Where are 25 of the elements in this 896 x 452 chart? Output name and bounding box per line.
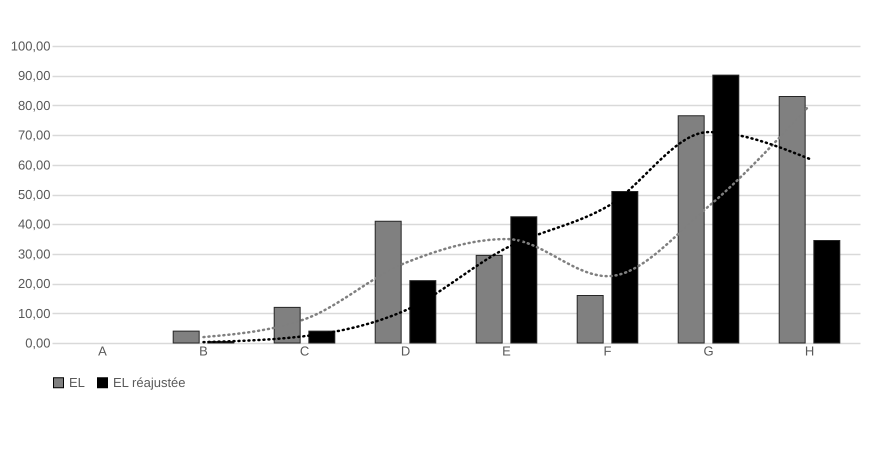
x-tick-label: E [502,344,512,358]
y-tick-label: 80,00 [18,98,50,113]
legend-label: EL [69,374,85,390]
x-tick-label: A [98,344,108,358]
x-tick-label: D [400,344,410,358]
bar [476,254,503,344]
y-tick-label: 0,00 [25,336,50,350]
y-tick-label: 40,00 [18,216,50,232]
y-tick-label: 90,00 [18,68,50,84]
y-tick-label: 20,00 [18,276,50,292]
x-tick-label: F [604,344,612,358]
legend-label: EL réajustée [113,374,186,390]
x-tick-label: B [199,344,208,358]
y-tick-label: 60,00 [18,157,50,172]
y-tick-label: 50,00 [18,187,50,202]
bar [172,330,200,344]
x-tick-label: H [804,344,814,358]
y-tick-label: 10,00 [18,306,50,321]
x-tick-label: G [703,344,714,358]
y-tick-label: 30,00 [18,246,50,262]
y-tick-label: 70,00 [18,128,50,143]
bar [813,240,840,344]
bar [576,294,604,344]
y-tick-label: 100,00 [10,38,50,54]
x-tick-label: C [300,344,310,358]
